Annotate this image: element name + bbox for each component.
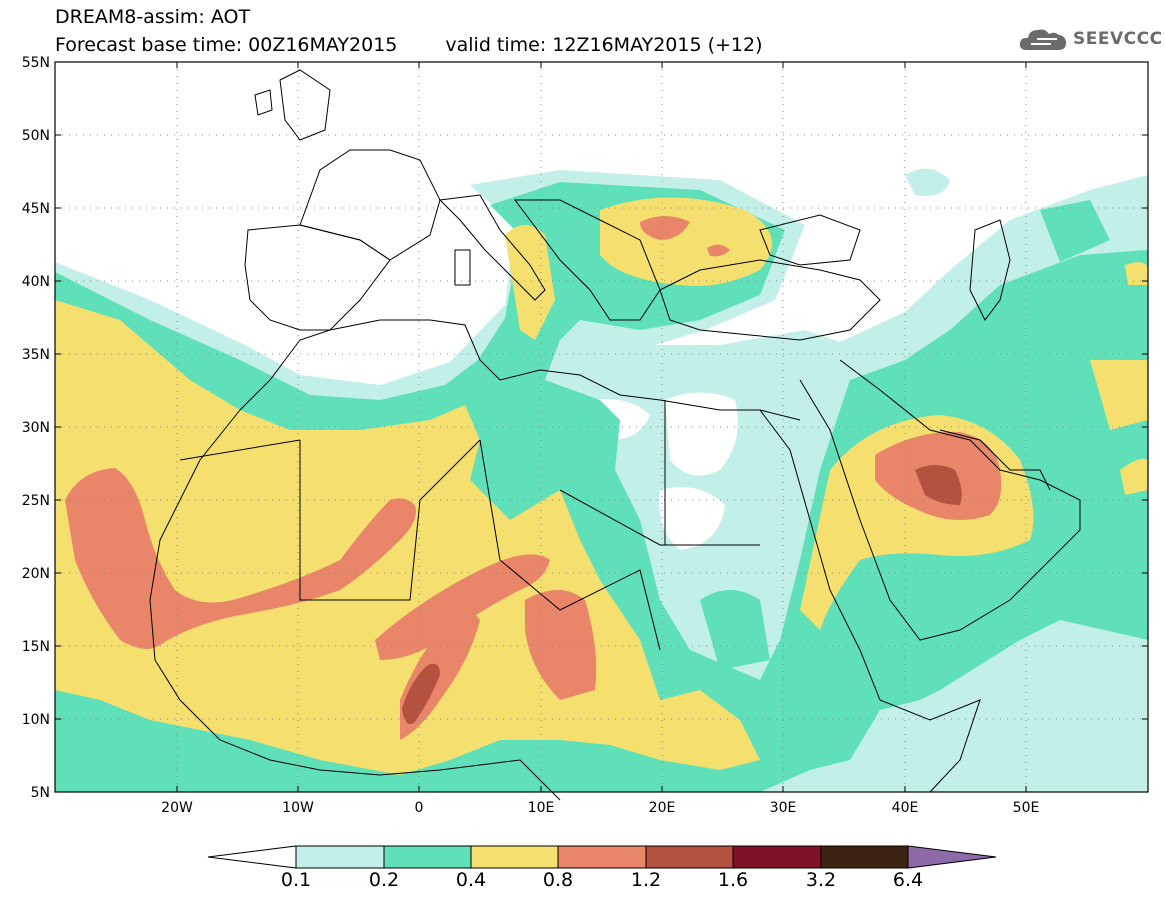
- seevccc-logo: SEEVCCC: [1017, 22, 1163, 56]
- lat-tick-labels: 55N 50N 45N 40N 35N 30N 25N 20N 15N 10N …: [22, 55, 50, 801]
- lon-tick-label: 40E: [892, 800, 919, 816]
- colorbar-lower-extension: [207, 845, 297, 869]
- map-title: DREAM8-assim: AOT: [55, 6, 251, 28]
- colorbar-label: 0.4: [455, 869, 487, 891]
- coastlines: [149, 69, 1081, 801]
- colorbar-segment: [470, 845, 559, 869]
- colorbar: [207, 845, 997, 869]
- colorbar-segment: [732, 845, 822, 869]
- colorbar-segment: [383, 845, 472, 869]
- valid-time: valid time: 12Z16MAY2015 (+12): [445, 34, 763, 56]
- lat-tick-label: 30N: [22, 420, 50, 436]
- forecast-base-time: Forecast base time: 00Z16MAY2015: [55, 34, 398, 56]
- colorbar-segment: [557, 845, 647, 869]
- colorbar-segment: [295, 845, 385, 869]
- lat-tick-label: 5N: [31, 785, 50, 801]
- lat-tick-label: 45N: [22, 201, 50, 217]
- colorbar-label: 0.2: [368, 869, 400, 891]
- lat-tick-label: 15N: [22, 639, 50, 655]
- time-info: Forecast base time: 00Z16MAY2015 valid ti…: [55, 34, 763, 56]
- lon-tick-label: 10E: [528, 800, 555, 816]
- lat-tick-label: 50N: [22, 128, 50, 144]
- colorbar-upper-extension: [907, 845, 997, 869]
- lat-tick-label: 20N: [22, 566, 50, 582]
- cloud-logo-icon: [1019, 29, 1066, 50]
- colorbar-label: 3.2: [805, 869, 837, 891]
- lat-tick-label: 25N: [22, 493, 50, 509]
- lat-tick-label: 35N: [22, 347, 50, 363]
- lon-tick-label: 0: [415, 800, 424, 816]
- lat-tick-label: 10N: [22, 712, 50, 728]
- colorbar-label: 1.6: [717, 869, 749, 891]
- lon-tick-label: 20E: [649, 800, 676, 816]
- colorbar-label: 0.8: [542, 869, 574, 891]
- lon-tick-label: 20W: [161, 800, 193, 816]
- lat-tick-label: 55N: [22, 55, 50, 71]
- colorbar-segment: [645, 845, 734, 869]
- colorbar-label: 0.1: [280, 869, 312, 891]
- lon-tick-label: 30E: [770, 800, 797, 816]
- colorbar-label: 6.4: [892, 869, 924, 891]
- lat-lon-grid: [55, 62, 1148, 792]
- logo-text: SEEVCCC: [1073, 29, 1163, 49]
- colorbar-segment: [820, 845, 909, 869]
- lon-tick-labels: 20W 10W 0 10E 20E 30E 40E 50E: [161, 800, 1039, 816]
- lon-tick-label: 10W: [282, 800, 314, 816]
- colorbar-label: 1.2: [630, 869, 662, 891]
- lat-tick-label: 40N: [22, 274, 50, 290]
- lon-tick-label: 50E: [1013, 800, 1040, 816]
